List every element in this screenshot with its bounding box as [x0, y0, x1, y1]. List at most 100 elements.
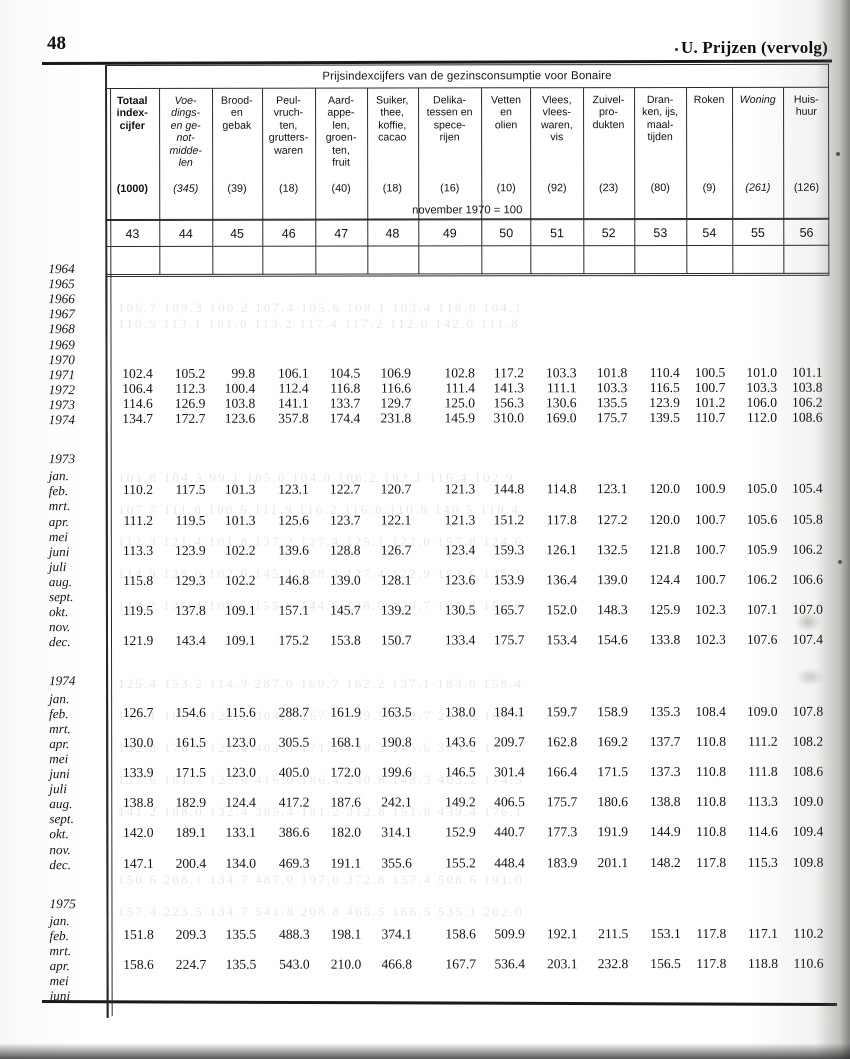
table-cell: 130.5: [444, 602, 476, 618]
table-cell: 114.8: [546, 481, 577, 497]
table-cell: 123.0: [225, 734, 256, 750]
table-cell: 122.7: [329, 481, 361, 497]
table-cell: 123.4: [444, 542, 476, 558]
table-cell: 109.0: [792, 793, 824, 809]
table-cell: 129.7: [380, 395, 412, 411]
column-weight: (80): [650, 181, 670, 194]
row-label: juni: [49, 988, 71, 1004]
table-cell: 148.2: [650, 854, 681, 870]
column-weight: (261): [745, 181, 771, 194]
table-cell: 110.8: [695, 763, 727, 779]
column-header-label: Zuivel- pro- dukten: [592, 94, 625, 131]
table-cell: 469.3: [278, 855, 310, 871]
column-header-51: Vlees, vlees- waren, vis (92): [531, 88, 584, 198]
table-cell: 148.3: [597, 602, 628, 618]
table-cell: 137.3: [649, 763, 681, 780]
table-cell: 405.0: [278, 764, 310, 780]
table-cell: 111.2: [748, 733, 778, 749]
table-cell: 143.4: [175, 633, 206, 649]
row-label: aug.: [48, 573, 72, 589]
table-cell: 101.3: [224, 512, 256, 528]
table-cell: 105.9: [746, 541, 778, 557]
row-label: 1974: [48, 412, 76, 428]
table-cell: 100.7: [695, 571, 726, 587]
table-cell: 174.4: [329, 410, 361, 426]
row-label: dec.: [48, 634, 71, 650]
table-cell: 113.3: [747, 794, 778, 810]
ink-speck: [675, 48, 678, 51]
table-cell: 111.8: [748, 763, 778, 779]
block-heading-1974: 1974: [49, 673, 76, 689]
table-cell: 440.7: [494, 824, 525, 840]
table-cell: 145.9: [444, 410, 476, 426]
table-cell: 115.3: [747, 854, 778, 870]
table-cell: 117.8: [696, 854, 727, 870]
table-cell: 100.4: [224, 380, 256, 396]
row-label: mrt.: [49, 943, 72, 959]
table-cell: 543.0: [279, 956, 310, 972]
table-cell: 106.4: [122, 380, 153, 396]
table-vertical-rule: [783, 245, 785, 274]
row-label: 1969: [48, 336, 75, 352]
column-header-label: Delika- tessen en spece- rijen: [426, 94, 473, 144]
table-cell: 121.9: [122, 633, 154, 649]
table-cell: 100.5: [694, 364, 726, 380]
column-header-label: Woning: [739, 93, 776, 106]
table-cell: 231.8: [380, 410, 412, 426]
table-cell: 103.3: [545, 364, 577, 380]
table-cell: 117.2: [493, 364, 525, 381]
table-cell: 138.8: [649, 794, 681, 810]
table-cell: 210.0: [330, 956, 362, 972]
column-header-label: Vetten en olien: [490, 94, 522, 132]
table-vertical-rule: [732, 245, 734, 274]
table-cell: 123.7: [329, 512, 361, 528]
table-cell: 139.2: [380, 602, 412, 618]
table-cell: 129.3: [175, 572, 206, 588]
table-cell: 108.6: [791, 409, 823, 425]
table-cell: 190.8: [381, 734, 412, 750]
table-cell: 154.6: [175, 704, 206, 720]
column-header-label: Voe- dings- en ge- not- midde- len: [169, 94, 202, 169]
column-header-45: Brood- en gebak (39): [212, 89, 262, 199]
column-number-55: 55: [750, 225, 765, 240]
table-cell: 153.8: [330, 632, 361, 648]
table-cell: 106.1: [278, 365, 309, 381]
table-cell: 106.2: [792, 541, 823, 557]
table-cell: 107.0: [792, 601, 823, 617]
table-cell: 158.9: [597, 703, 628, 719]
table-cell: 110.2: [122, 482, 154, 498]
table-cell: 165.7: [493, 602, 525, 618]
table-cell: 146.8: [278, 572, 310, 588]
table-cell: 100.9: [694, 481, 726, 497]
table-cell: 118.8: [747, 955, 779, 971]
table-cell: 211.5: [598, 925, 629, 942]
column-header-55: Woning (261): [732, 88, 784, 198]
table-cell: 466.8: [381, 956, 413, 972]
table-cell: 110.4: [649, 364, 680, 380]
column-number-56: 56: [799, 225, 814, 240]
table-cell: 112.3: [175, 380, 206, 396]
block-heading-1973: 1973: [48, 451, 76, 467]
table-cell: 110.8: [695, 733, 727, 749]
table-cell: 116.6: [380, 380, 412, 396]
row-label: mei: [48, 528, 68, 544]
table-cell: 108.2: [792, 733, 824, 749]
table-cell: 168.1: [330, 734, 361, 750]
column-header-43: Totaal index- cijfer (1000): [105, 89, 159, 199]
table-cell: 159.7: [546, 703, 578, 719]
column-header-label: Roken: [693, 93, 725, 106]
table-cell: 536.4: [494, 956, 526, 972]
table-cell: 128.8: [329, 542, 361, 558]
table-cell: 163.5: [381, 704, 412, 720]
column-number-46: 46: [281, 226, 296, 241]
table-cell: 101.2: [694, 394, 726, 410]
table-cell: 135.5: [225, 956, 257, 972]
row-label: mrt.: [49, 720, 71, 736]
table-cell: 357.8: [278, 410, 309, 426]
table-cell: 109.1: [225, 602, 256, 618]
table-cell: 101.0: [746, 364, 778, 380]
table-cell: 488.3: [279, 926, 310, 942]
table-cell: 105.8: [792, 511, 823, 527]
column-weight: (9): [702, 181, 716, 194]
table-cell: 157.1: [278, 602, 310, 618]
